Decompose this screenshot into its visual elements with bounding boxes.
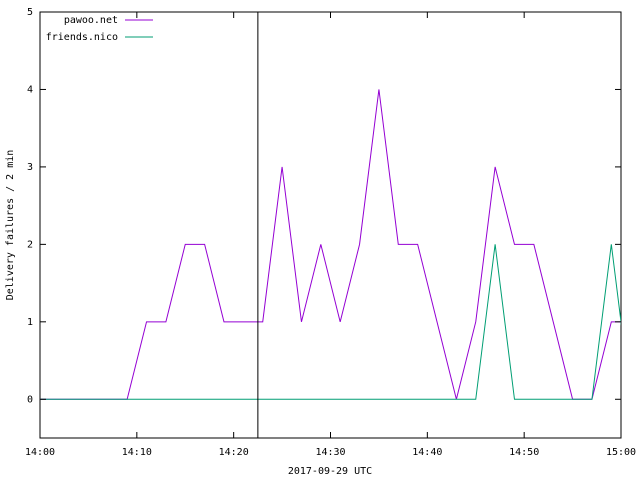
legend-label: friends.nico: [46, 32, 118, 43]
plot-area: [40, 89, 621, 400]
x-tick-label: 14:40: [412, 447, 442, 458]
x-tick-label: 14:20: [219, 447, 249, 458]
x-tick-label: 14:50: [509, 447, 539, 458]
y-tick-label: 4: [27, 84, 33, 95]
y-tick-label: 1: [27, 317, 33, 328]
y-tick-label: 2: [27, 239, 33, 250]
y-tick-label: 5: [27, 7, 33, 18]
x-tick-label: 14:00: [25, 447, 55, 458]
series-line: [40, 89, 621, 400]
x-tick-label: 14:30: [315, 447, 345, 458]
y-tick-label: 0: [27, 394, 33, 405]
y-tick-label: 3: [27, 162, 33, 173]
plot-frame: [39, 11, 622, 439]
legend-label: pawoo.net: [64, 15, 118, 26]
x-tick-label: 15:00: [606, 447, 636, 458]
series-line: [40, 244, 621, 400]
y-axis-label: Delivery failures / 2 min: [5, 150, 16, 301]
x-axis-label: 2017-09-29 UTC: [288, 466, 372, 477]
x-tick-label: 14:10: [122, 447, 152, 458]
